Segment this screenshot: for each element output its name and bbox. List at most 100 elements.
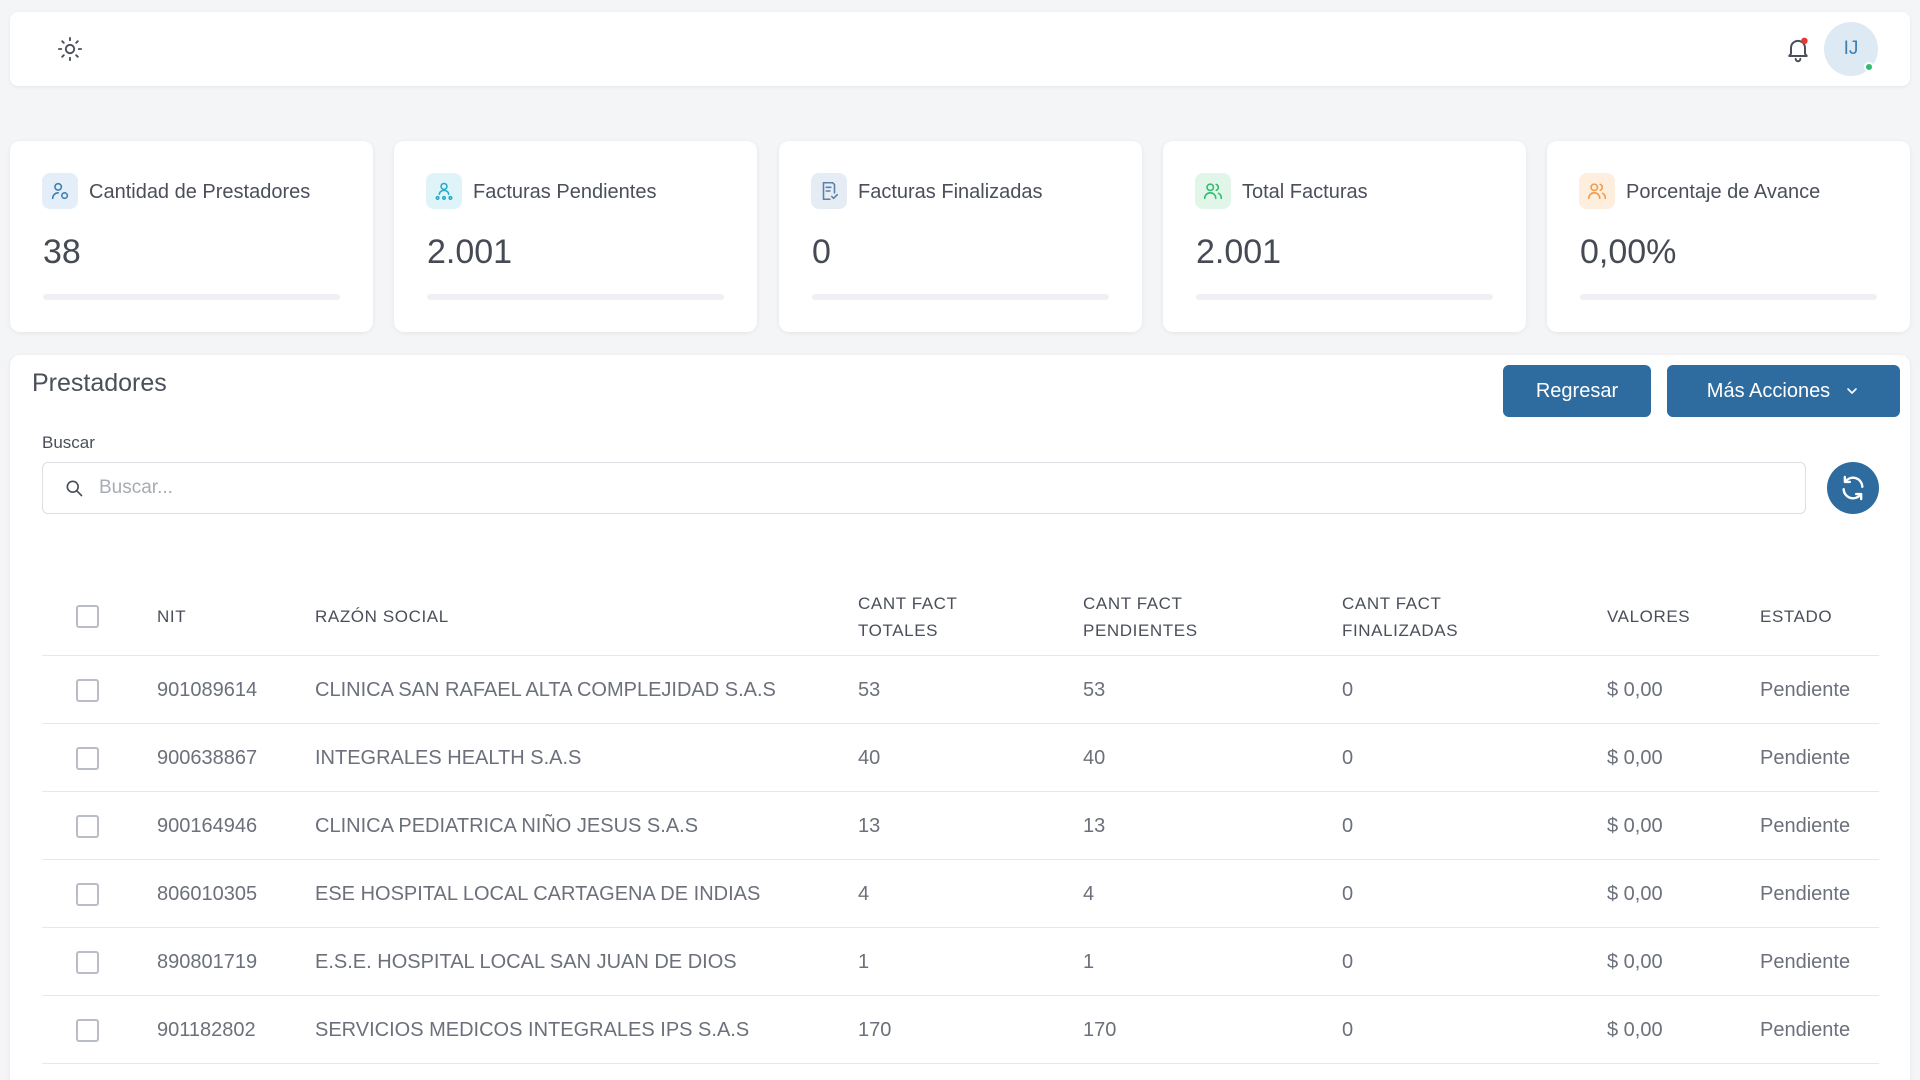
row-checkbox[interactable] xyxy=(76,1019,99,1042)
row-checkbox[interactable] xyxy=(76,679,99,702)
prestadores-panel: Prestadores Regresar Más Acciones Buscar… xyxy=(10,355,1910,1080)
cell-pendientes: 13 xyxy=(1083,814,1106,837)
column-totales-label: CANT FACT TOTALES xyxy=(858,590,958,644)
cell-totales: 13 xyxy=(858,814,881,837)
search-label: Buscar xyxy=(42,433,95,452)
column-totales[interactable]: CANT FACT TOTALES xyxy=(858,577,958,656)
cell-finalizadas: 0 xyxy=(1342,678,1354,701)
cell-nit: 890801719 xyxy=(157,950,258,973)
stat-progress-bar xyxy=(43,294,340,300)
table-row[interactable]: 900164946 CLINICA PEDIATRICA NIÑO JESUS … xyxy=(42,792,1879,860)
cell-nit: 901182802 xyxy=(157,1018,256,1041)
back-button[interactable]: Regresar xyxy=(1503,365,1651,417)
cell-finalizadas: 0 xyxy=(1342,950,1354,973)
column-finalizadas[interactable]: CANT FACT FINALIZADAS xyxy=(1342,577,1458,656)
cell-nit: 900164946 xyxy=(157,814,258,837)
column-pendientes-label: CANT FACT PENDIENTES xyxy=(1083,590,1198,644)
cell-razon-social: E.S.E. HOSPITAL LOCAL SAN JUAN DE DIOS xyxy=(315,950,737,973)
column-totales-line-2: TOTALES xyxy=(858,620,939,640)
cell-razon-social: SERVICIOS MEDICOS INTEGRALES IPS S.A.S xyxy=(315,1018,750,1041)
chevron-down-icon xyxy=(1847,388,1857,394)
invoice-check-icon xyxy=(811,173,847,209)
cell-totales: 170 xyxy=(858,1018,892,1041)
users-icon xyxy=(1195,173,1231,209)
sun-icon[interactable] xyxy=(50,29,90,69)
stat-progress-bar xyxy=(1196,294,1493,300)
select-all-checkbox[interactable] xyxy=(76,605,99,628)
back-button-label: Regresar xyxy=(1535,379,1619,402)
users-tree-icon xyxy=(426,173,462,209)
column-valores[interactable]: VALORES xyxy=(1607,577,1690,656)
column-estado[interactable]: ESTADO xyxy=(1760,577,1832,656)
column-razon-social[interactable]: RAZÓN SOCIAL xyxy=(315,577,449,656)
column-totales-line-1: CANT FACT xyxy=(858,593,958,613)
row-checkbox[interactable] xyxy=(76,747,99,770)
cell-razon-social: ESE HOSPITAL LOCAL CARTAGENA DE INDIAS xyxy=(315,882,761,905)
avatar-initials: IJ xyxy=(1843,38,1859,59)
stat-progress-bar xyxy=(812,294,1109,300)
column-nit[interactable]: NIT xyxy=(157,577,186,656)
stats-row: Cantidad de Prestadores 38 Facturas Pend… xyxy=(10,141,1910,332)
stat-card-prestadores: Cantidad de Prestadores 38 xyxy=(10,141,373,332)
stat-label: Facturas Finalizadas xyxy=(858,181,1043,203)
cell-totales: 1 xyxy=(858,950,870,973)
column-pendientes[interactable]: CANT FACT PENDIENTES xyxy=(1083,577,1198,656)
users-icon xyxy=(1579,173,1615,209)
search-box xyxy=(42,462,1806,514)
cell-pendientes: 1 xyxy=(1083,950,1095,973)
cell-nit: 806010305 xyxy=(157,882,258,905)
cell-razon-social: CLINICA PEDIATRICA NIÑO JESUS S.A.S xyxy=(315,814,699,837)
search-input[interactable] xyxy=(99,477,1749,499)
row-checkbox[interactable] xyxy=(76,951,99,974)
table-row[interactable]: 901089614 CLINICA SAN RAFAEL ALTA COMPLE… xyxy=(42,656,1879,724)
column-nit-label: NIT xyxy=(157,607,187,626)
row-checkbox[interactable] xyxy=(76,883,99,906)
cell-valores: $ 0,00 xyxy=(1607,678,1663,701)
cell-finalizadas: 0 xyxy=(1342,814,1354,837)
stat-card-avance: Porcentaje de Avance 0,00% xyxy=(1547,141,1910,332)
bell-icon[interactable] xyxy=(1778,29,1818,69)
cell-estado: Pendiente xyxy=(1760,814,1851,837)
column-estado-label: ESTADO xyxy=(1760,607,1833,626)
stat-progress-bar xyxy=(1580,294,1877,300)
stat-progress-bar xyxy=(427,294,724,300)
cell-pendientes: 53 xyxy=(1083,678,1106,701)
row-checkbox[interactable] xyxy=(76,815,99,838)
cell-estado: Pendiente xyxy=(1760,1018,1851,1041)
cell-valores: $ 0,00 xyxy=(1607,1018,1663,1041)
stat-card-pendientes: Facturas Pendientes 2.001 xyxy=(394,141,757,332)
cell-totales: 40 xyxy=(858,746,881,769)
cell-finalizadas: 0 xyxy=(1342,746,1354,769)
stat-label: Total Facturas xyxy=(1242,181,1368,203)
stat-value: 2.001 xyxy=(427,233,513,271)
more-actions-button[interactable]: Más Acciones xyxy=(1667,365,1900,417)
stat-label: Porcentaje de Avance xyxy=(1626,181,1821,203)
cell-nit: 901089614 xyxy=(157,678,258,701)
online-status-dot xyxy=(1864,62,1874,72)
avatar[interactable]: IJ xyxy=(1824,22,1878,76)
prestadores-table: NIT RAZÓN SOCIAL CANT FACT TOTALES CANT F… xyxy=(42,577,1879,1064)
cell-estado: Pendiente xyxy=(1760,882,1851,905)
cell-nit: 900638867 xyxy=(157,746,258,769)
cell-valores: $ 0,00 xyxy=(1607,882,1663,905)
column-finalizadas-line-1: CANT FACT xyxy=(1342,593,1442,613)
column-pendientes-line-1: CANT FACT xyxy=(1083,593,1183,613)
table-row[interactable]: 806010305 ESE HOSPITAL LOCAL CARTAGENA D… xyxy=(42,860,1879,928)
stat-card-finalizadas: Facturas Finalizadas 0 xyxy=(779,141,1142,332)
stat-label: Facturas Pendientes xyxy=(473,181,657,203)
cell-valores: $ 0,00 xyxy=(1607,746,1663,769)
search-icon xyxy=(61,475,87,501)
refresh-button[interactable] xyxy=(1827,462,1879,514)
cell-valores: $ 0,00 xyxy=(1607,814,1663,837)
table-row[interactable]: 890801719 E.S.E. HOSPITAL LOCAL SAN JUAN… xyxy=(42,928,1879,996)
column-valores-label: VALORES xyxy=(1607,607,1691,626)
table-row[interactable]: 901182802 SERVICIOS MEDICOS INTEGRALES I… xyxy=(42,996,1879,1064)
stat-value: 0 xyxy=(812,233,831,271)
cell-finalizadas: 0 xyxy=(1342,882,1354,905)
cell-estado: Pendiente xyxy=(1760,746,1851,769)
cell-razon-social: INTEGRALES HEALTH S.A.S xyxy=(315,746,582,769)
table-header: NIT RAZÓN SOCIAL CANT FACT TOTALES CANT F… xyxy=(42,577,1879,656)
stat-value: 0,00% xyxy=(1580,233,1677,271)
stat-card-total: Total Facturas 2.001 xyxy=(1163,141,1526,332)
table-row[interactable]: 900638867 INTEGRALES HEALTH S.A.S 40 40 … xyxy=(42,724,1879,792)
